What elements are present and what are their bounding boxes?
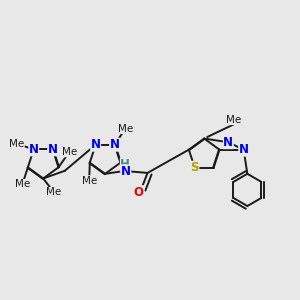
- Text: N: N: [29, 143, 39, 156]
- Text: N: N: [48, 143, 58, 156]
- Text: Me: Me: [46, 188, 62, 197]
- Text: N: N: [121, 165, 131, 178]
- Text: N: N: [223, 136, 233, 149]
- Text: N: N: [238, 143, 249, 156]
- Text: Me: Me: [82, 176, 97, 186]
- Text: Me: Me: [226, 115, 242, 125]
- Text: H: H: [120, 158, 130, 171]
- Text: Me: Me: [9, 139, 24, 149]
- Text: S: S: [190, 161, 199, 174]
- Text: Me: Me: [62, 147, 77, 157]
- Text: Me: Me: [118, 124, 133, 134]
- Text: O: O: [134, 186, 144, 199]
- Text: N: N: [110, 138, 120, 151]
- Text: Me: Me: [15, 179, 30, 189]
- Text: N: N: [91, 138, 100, 151]
